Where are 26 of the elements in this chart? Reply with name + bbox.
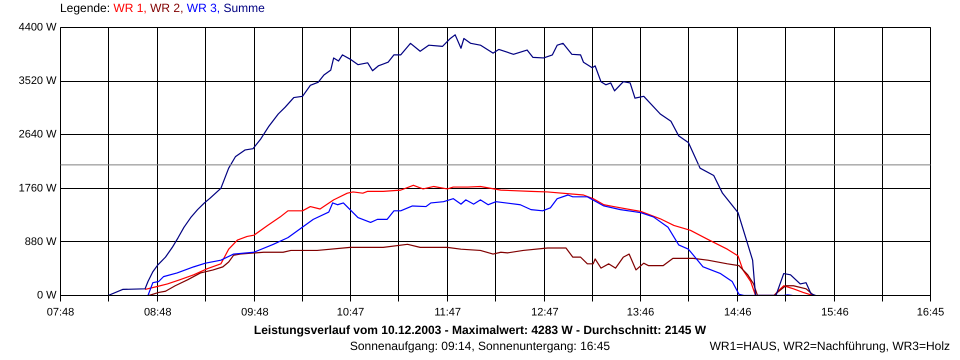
- y-tick-label: 4400 W: [18, 22, 58, 34]
- text: WR1=HAUS, WR2=Nachführung, WR3=Holz: [710, 338, 950, 355]
- x-tick-label: 13:46: [626, 306, 654, 318]
- x-tick-label: 15:46: [821, 306, 849, 318]
- text: WR 2,: [150, 1, 184, 15]
- x-tick-label: 07:48: [46, 306, 74, 318]
- y-tick-label: 880 W: [24, 236, 58, 248]
- x-tick-label: 09:48: [241, 306, 269, 318]
- y-tick-label: 0 W: [36, 290, 58, 302]
- legend-title: Legende:: [60, 1, 110, 15]
- x-tick-label: 11:47: [434, 306, 462, 318]
- x-tick-label: 12:47: [531, 306, 559, 318]
- y-tick-label: 2640 W: [18, 128, 58, 141]
- line-series: [108, 34, 816, 296]
- text: WR 1,: [113, 1, 147, 15]
- y-tick-label: 3520 W: [18, 75, 58, 88]
- x-tick-label: 08:48: [144, 306, 172, 318]
- text: WR 3,: [186, 1, 220, 15]
- y-tick-label: 1760 W: [18, 182, 58, 194]
- x-tick-label: 16:45: [916, 306, 944, 318]
- x-tick-label: 10:47: [336, 306, 364, 318]
- x-tick-label: 14:46: [724, 306, 752, 318]
- text: Summe: [223, 1, 265, 15]
- text: Leistungsverlauf vom 10.12.2003 - Maximalwert: 4283 W - Durchschnitt: 2145 W: [252, 322, 708, 339]
- text: Sonnenaufgang: 09:14, Sonnenuntergang: 16:45: [350, 339, 610, 353]
- line-series: [148, 244, 814, 296]
